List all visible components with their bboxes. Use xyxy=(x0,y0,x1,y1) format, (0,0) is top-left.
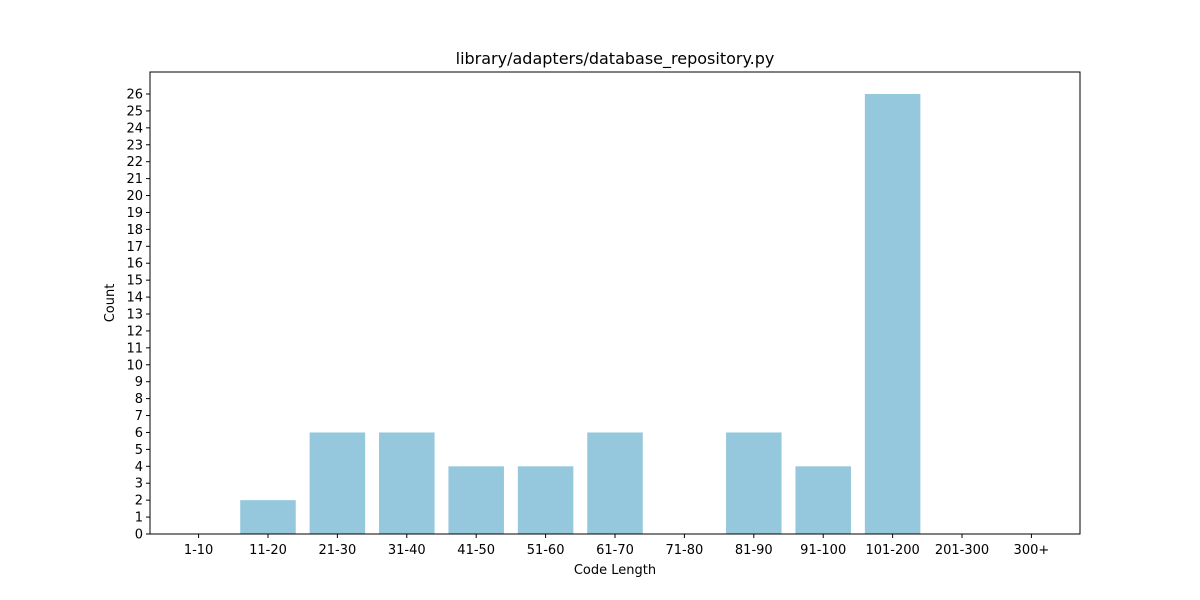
bar-101-200 xyxy=(864,94,921,534)
y-tick-label: 26 xyxy=(126,88,143,103)
y-tick-label: 1 xyxy=(135,511,143,526)
y-tick-label: 17 xyxy=(126,240,143,255)
y-tick-label: 22 xyxy=(126,155,143,170)
y-tick-label: 10 xyxy=(126,358,143,373)
bar-51-60 xyxy=(517,466,574,534)
x-axis-label: Code Length xyxy=(574,563,656,578)
y-tick-label: 14 xyxy=(126,291,143,306)
bar-81-90 xyxy=(726,432,782,534)
x-tick-label: 300+ xyxy=(1014,543,1050,558)
y-axis-label: Count xyxy=(103,284,118,323)
x-tick-label: 31-40 xyxy=(388,543,426,558)
bar-21-30 xyxy=(309,432,366,534)
bar-61-70 xyxy=(587,432,643,534)
y-tick-label: 16 xyxy=(126,257,143,272)
bar-41-50 xyxy=(448,466,504,534)
y-tick-label: 25 xyxy=(126,104,143,119)
y-tick-label: 21 xyxy=(126,172,143,187)
y-tick-label: 11 xyxy=(126,341,143,356)
chart-title: library/adapters/database_repository.py xyxy=(456,49,775,69)
bar-11-20 xyxy=(240,500,296,534)
x-axis: 1-10 11-20 21-30 31-40 41-50 51-60 61-70 71-80 8… xyxy=(184,534,1049,558)
y-axis: 0123456789101112131415161718192021222324… xyxy=(126,88,150,543)
y-tick-label: 9 xyxy=(135,375,143,390)
y-tick-label: 2 xyxy=(135,494,143,509)
y-tick-label: 5 xyxy=(135,443,143,458)
y-tick-label: 20 xyxy=(126,189,143,204)
x-tick-label: 61-70 xyxy=(596,543,634,558)
y-tick-label: 4 xyxy=(135,460,143,475)
x-tick-label: 51-60 xyxy=(527,543,565,558)
y-tick-label: 18 xyxy=(126,223,143,238)
x-tick-label: 201-300 xyxy=(935,543,989,558)
x-tick-label: 71-80 xyxy=(666,543,704,558)
bar-31-40 xyxy=(379,432,435,534)
y-tick-label: 13 xyxy=(126,308,143,323)
y-tick-label: 12 xyxy=(126,324,143,339)
x-tick-label: 81-90 xyxy=(735,543,773,558)
bar-91-100 xyxy=(795,466,851,534)
y-tick-label: 23 xyxy=(126,138,143,153)
y-tick-label: 3 xyxy=(135,477,143,492)
x-tick-label: 11-20 xyxy=(249,543,287,558)
x-tick-label: 101-200 xyxy=(865,543,919,558)
y-tick-label: 8 xyxy=(135,392,143,407)
x-tick-label: 21-30 xyxy=(318,543,356,558)
y-tick-label: 7 xyxy=(135,409,143,424)
x-tick-label: 91-100 xyxy=(800,543,846,558)
y-tick-label: 0 xyxy=(135,528,143,543)
y-tick-label: 24 xyxy=(126,121,143,136)
x-tick-label: 1-10 xyxy=(184,543,214,558)
bars-group xyxy=(240,94,921,534)
x-tick-label: 41-50 xyxy=(457,543,495,558)
y-tick-label: 15 xyxy=(126,274,143,289)
y-tick-label: 19 xyxy=(126,206,143,221)
y-tick-label: 6 xyxy=(135,426,143,441)
